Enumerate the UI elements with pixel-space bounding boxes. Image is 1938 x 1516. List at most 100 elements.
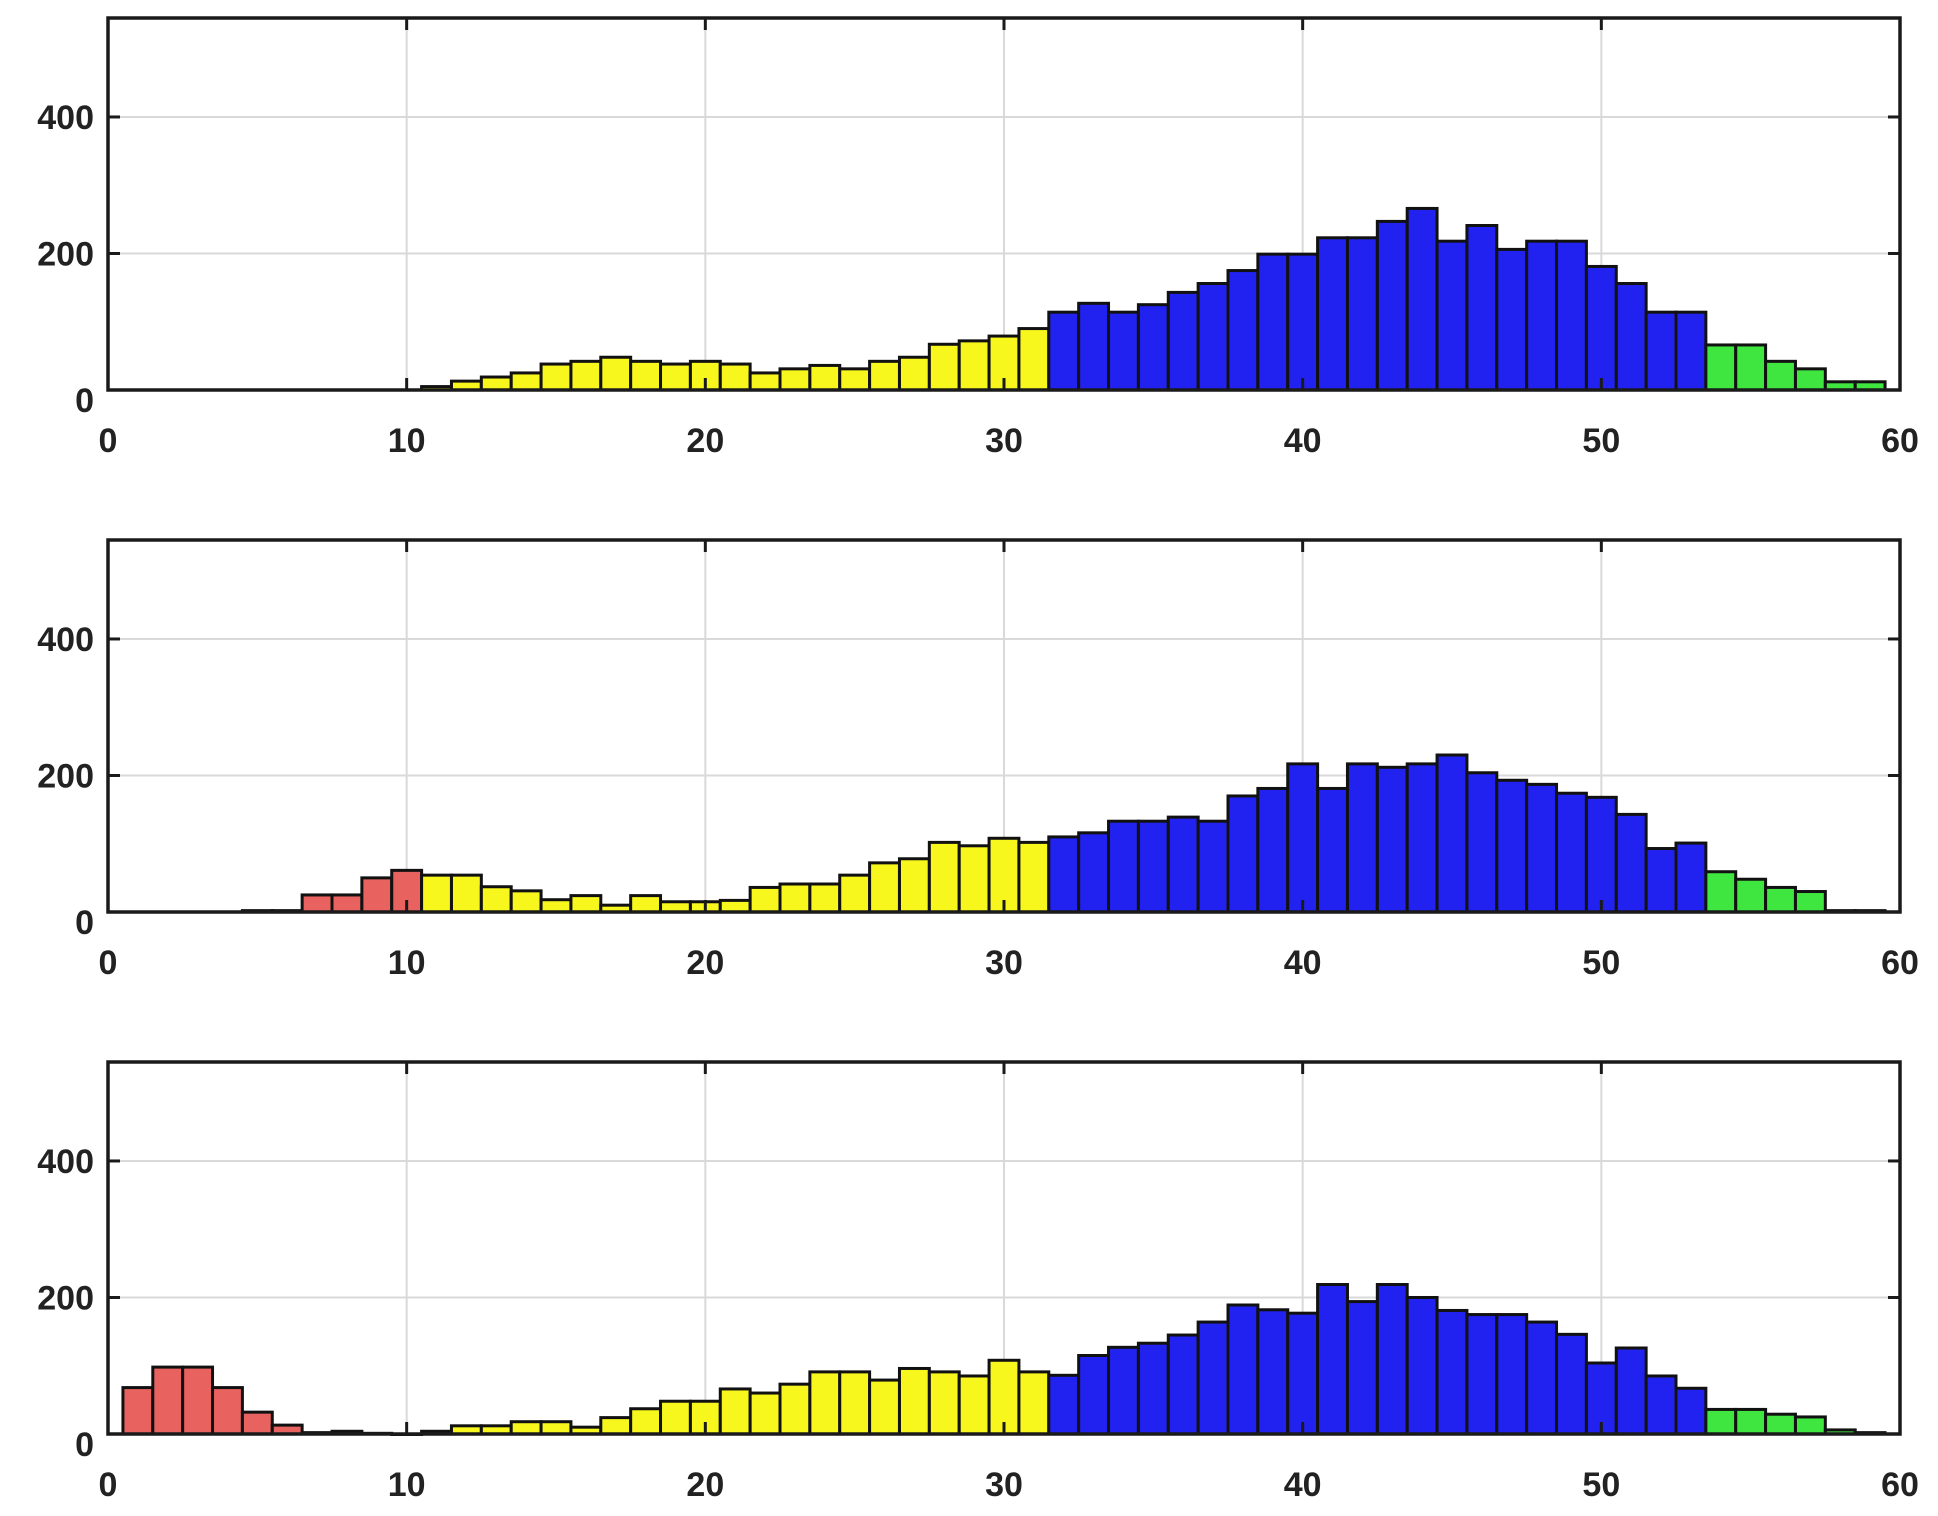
x-tick-label: 50 [1582, 422, 1620, 460]
x-tick-label: 20 [686, 422, 724, 460]
histogram-bar [927, 1370, 961, 1436]
y-tick-label: 0 [75, 382, 94, 420]
histogram-bar [1614, 1346, 1648, 1436]
histogram-bar [1644, 1374, 1678, 1436]
histogram-bar [868, 1378, 901, 1436]
y-tick-label: 0 [75, 904, 94, 942]
histogram-bar [1793, 1415, 1827, 1436]
histogram-bar [1674, 1386, 1708, 1436]
x-tick-label: 20 [686, 944, 724, 982]
histogram-bar [599, 1416, 633, 1436]
histogram-bar [778, 882, 812, 914]
x-tick-label: 10 [388, 944, 426, 982]
tick-labels: 0 10 20 30 40 50 60 0 200 400 [37, 540, 1919, 982]
x-tick-label: 50 [1582, 1466, 1620, 1504]
y-tick-label: 400 [37, 1143, 94, 1181]
y-tick-label: 0 [75, 1426, 94, 1464]
histogram-bars [121, 1283, 1887, 1436]
x-tick-label: 0 [99, 1466, 118, 1504]
gridlines [108, 1062, 1900, 1434]
histogram-bar [1465, 1313, 1499, 1436]
histogram-bar [1226, 1303, 1260, 1436]
histogram-bar [509, 1420, 543, 1436]
y-tick-label: 200 [37, 1279, 94, 1317]
histogram-bar [1525, 1320, 1559, 1436]
x-tick-label: 30 [985, 944, 1023, 982]
y-tick-label: 400 [37, 621, 94, 659]
y-tick-label: 200 [37, 235, 94, 273]
histogram-bar [1017, 1370, 1051, 1436]
histogram-bar [1764, 1412, 1797, 1436]
histogram-bar [1047, 1373, 1081, 1436]
histogram-bar [151, 1365, 185, 1436]
histogram-bar [240, 1410, 274, 1436]
histogram-bar [897, 1366, 931, 1436]
histogram-bar [1555, 1332, 1588, 1436]
x-tick-label: 50 [1582, 944, 1620, 982]
histogram-bar [1525, 239, 1559, 392]
histogram-bar [539, 1420, 573, 1436]
histogram-bar [1316, 1283, 1349, 1436]
histogram-bar [957, 1374, 991, 1436]
x-tick-label: 40 [1284, 944, 1322, 982]
tick-labels: 0 10 20 30 40 50 60 0 200 400 [37, 1062, 1919, 1504]
x-tick-label: 0 [99, 944, 118, 982]
histogram-bar [1286, 1311, 1320, 1436]
x-tick-label: 10 [388, 1466, 426, 1504]
x-tick-label: 30 [985, 422, 1023, 460]
x-tick-label: 40 [1284, 1466, 1322, 1504]
histogram-bar [1077, 831, 1111, 914]
x-tick-label: 60 [1881, 422, 1919, 460]
histogram-bar [718, 1387, 752, 1436]
histogram-bar [748, 885, 782, 914]
x-tick-label: 20 [686, 1466, 724, 1504]
histogram-bar [1047, 310, 1081, 392]
histogram-bar [181, 1365, 215, 1436]
x-tick-label: 40 [1284, 422, 1322, 460]
tick-labels: 0 10 20 30 40 50 60 0 200 400 [37, 18, 1919, 460]
x-tick-label: 60 [1881, 944, 1919, 982]
histogram-bar [1644, 310, 1678, 392]
histogram-bar [778, 1382, 812, 1436]
histogram-bar [121, 1386, 155, 1436]
x-tick-label: 30 [985, 1466, 1023, 1504]
histogram-bar [1166, 815, 1200, 914]
histogram-bar [1196, 1320, 1230, 1436]
histogram-bar [1704, 1407, 1738, 1436]
histogram-bar [1345, 1300, 1379, 1436]
x-tick-label: 10 [388, 422, 426, 460]
histogram-bar [1226, 269, 1260, 392]
histogram-bar [808, 1370, 842, 1436]
y-tick-label: 200 [37, 757, 94, 795]
histogram-bar [1286, 762, 1320, 914]
x-tick-label: 60 [1881, 1466, 1919, 1504]
histogram-bar [1495, 1313, 1529, 1436]
histogram-bar [868, 861, 901, 914]
histogram-bar [748, 1391, 782, 1436]
histogram-bar [1107, 1345, 1140, 1436]
histogram-bar [838, 1370, 872, 1436]
histogram-bar [1465, 224, 1499, 392]
histogram-bar [1375, 1283, 1409, 1436]
histogram-bar [1166, 1333, 1200, 1436]
histogram-bar [211, 1386, 244, 1436]
histogram-bar [1136, 819, 1170, 914]
histogram-bar [1017, 327, 1051, 392]
y-tick-label: 400 [37, 99, 94, 137]
x-tick-label: 0 [99, 422, 118, 460]
histogram-bar [1077, 1354, 1111, 1436]
histogram-bar [659, 1399, 692, 1436]
histogram-bar [1345, 762, 1379, 914]
gridlines [108, 18, 1900, 390]
histogram-bar [1077, 301, 1111, 392]
histogram-bar [1435, 1308, 1469, 1436]
histogram-bar [1614, 282, 1648, 392]
histogram-bar [629, 1407, 663, 1436]
histogram-bar [1405, 1295, 1439, 1436]
